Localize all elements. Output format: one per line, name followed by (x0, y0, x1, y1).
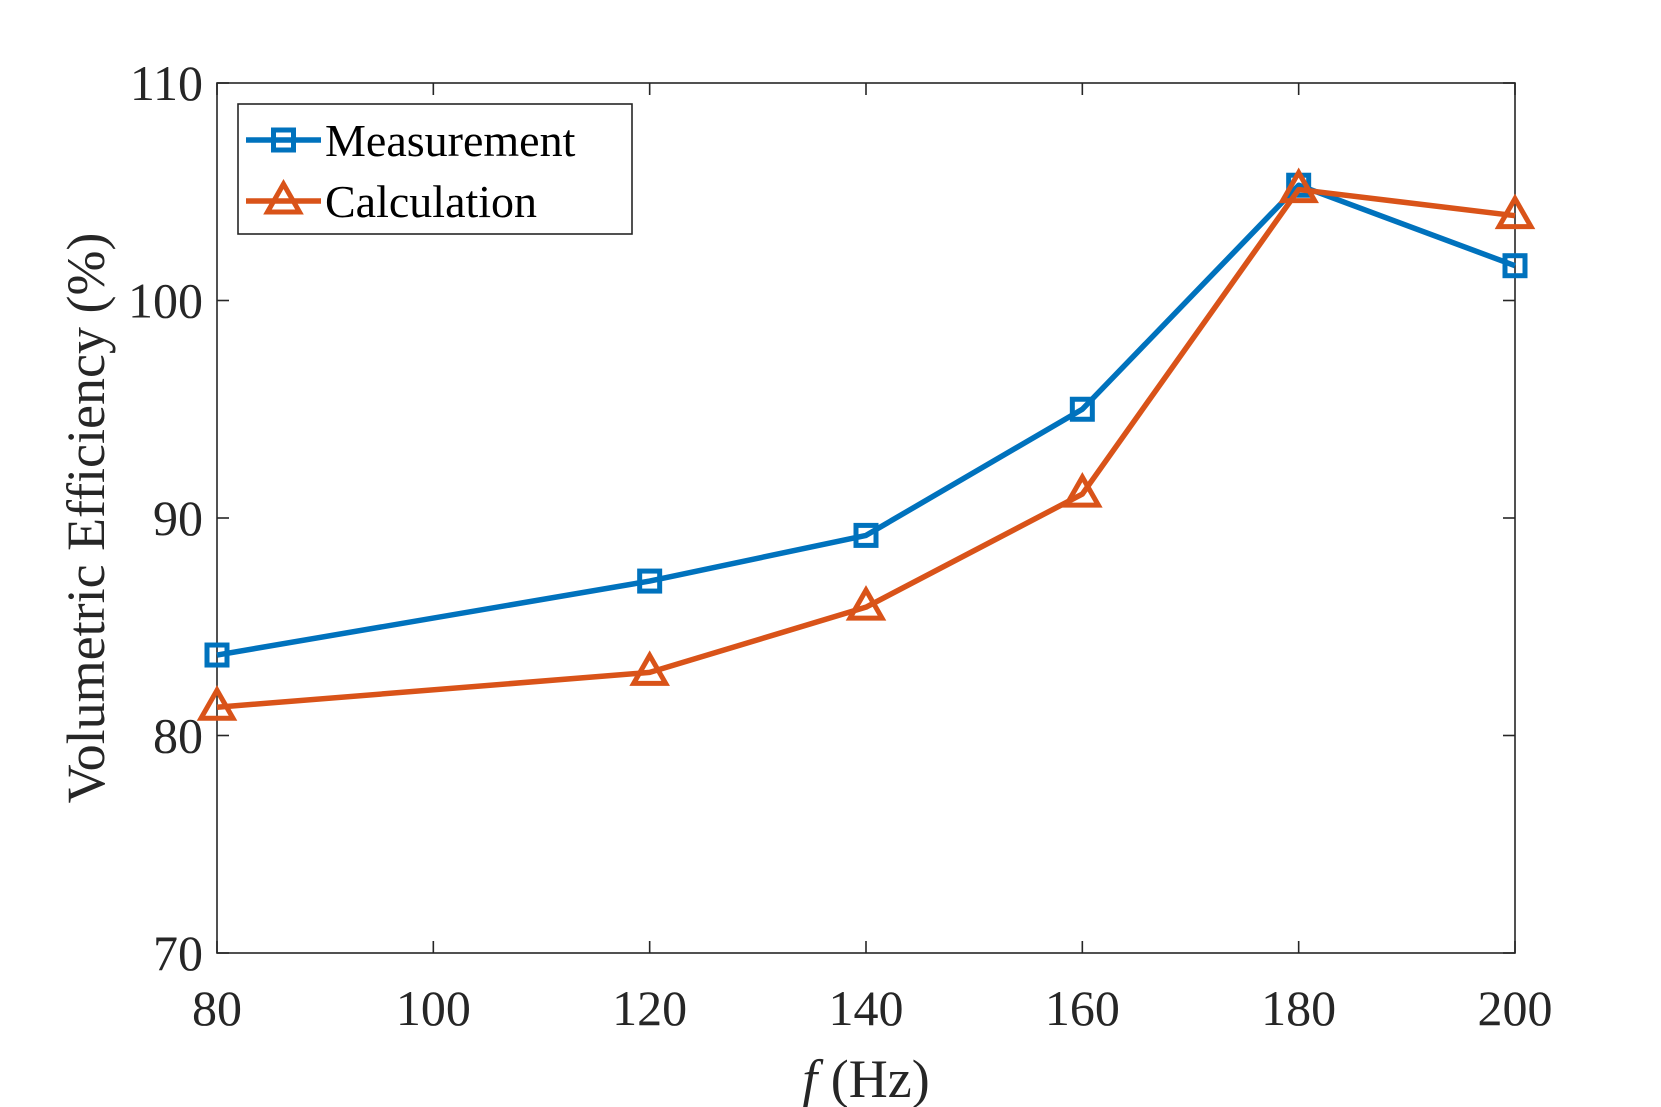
x-tick-label: 140 (829, 980, 904, 1036)
legend-box (237, 103, 633, 235)
legend-entry-calculation: Calculation (246, 176, 537, 227)
y-tick-label: 90 (153, 490, 203, 546)
x-tick-label: 180 (1261, 980, 1336, 1036)
legend-entry-measurement: Measurement (246, 115, 576, 166)
y-tick-label: 110 (130, 55, 203, 111)
measurement-point (204, 642, 230, 668)
y-axis: 70 80 90 100 110 (128, 55, 1515, 981)
calculation-point (845, 585, 887, 621)
calculation-point (196, 685, 238, 721)
x-tick-label: 200 (1478, 980, 1553, 1036)
legend-marker-calculation (263, 178, 304, 215)
y-axis-title: Volumetric Efficiency (%) (56, 233, 116, 804)
x-tick-label: 80 (192, 980, 242, 1036)
x-tick-label: 100 (396, 980, 471, 1036)
calculation-point (629, 650, 670, 686)
measurement-point (1069, 396, 1095, 422)
measurement-point (853, 522, 879, 548)
measurement-line (216, 182, 1516, 658)
calculation-point (1062, 472, 1103, 508)
legend-marker-measurement (271, 127, 296, 153)
x-axis-title-unit: (Hz) (817, 1049, 929, 1107)
series-calculation (196, 167, 1536, 721)
measurement-point (1502, 253, 1528, 279)
x-axis-title: f (Hz) (802, 1049, 929, 1107)
y-tick-label: 80 (153, 708, 203, 764)
x-tick-label: 160 (1045, 980, 1120, 1036)
measurement-point (637, 568, 663, 594)
x-tick-label: 120 (612, 980, 687, 1036)
legend: Measurement Calculation (237, 103, 633, 235)
series-layer (196, 167, 1536, 721)
y-tick-label: 100 (128, 273, 203, 329)
calculation-point (1494, 193, 1536, 230)
calculation-line (216, 186, 1516, 710)
y-tick-label: 70 (153, 925, 203, 981)
x-axis: 80 100 120 140 160 180 200 (192, 83, 1553, 1036)
calculation-point (1278, 167, 1319, 204)
legend-label-measurement: Measurement (325, 115, 576, 166)
legend-label-calculation: Calculation (325, 176, 537, 227)
